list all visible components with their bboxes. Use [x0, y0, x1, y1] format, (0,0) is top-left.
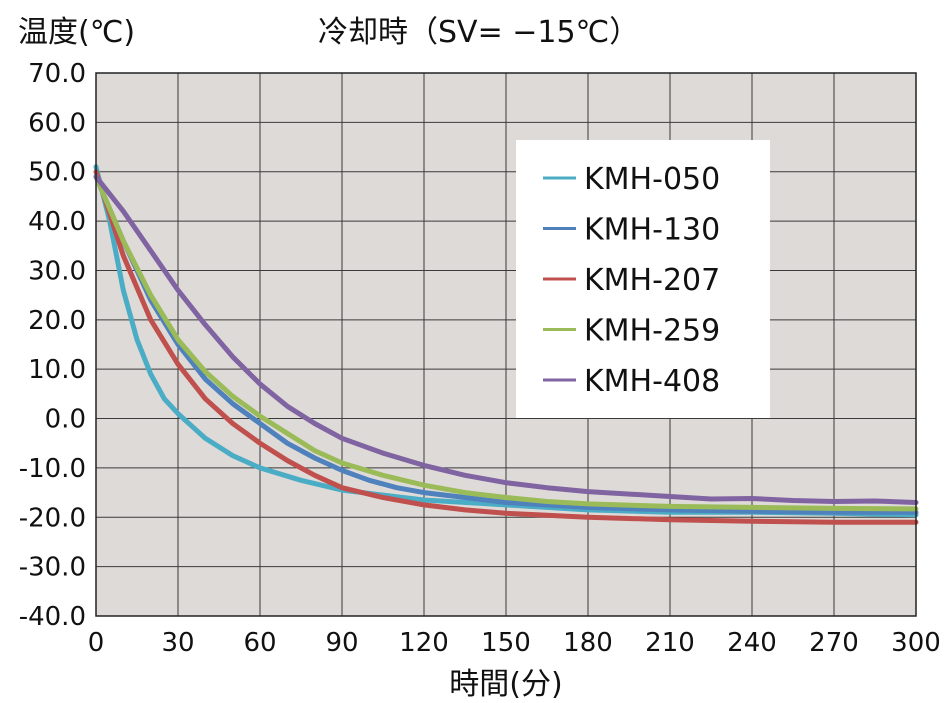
y-tick-label: 30.0: [28, 256, 86, 286]
y-tick-label: 0.0: [45, 405, 86, 435]
x-tick-label: 90: [325, 628, 358, 658]
y-tick-label: -20.0: [19, 503, 86, 533]
y-tick-label: 10.0: [28, 355, 86, 385]
legend-label: KMH-259: [584, 314, 720, 349]
series-line-kmh-259: [93, 174, 919, 512]
series-line-kmh-130: [93, 174, 919, 515]
y-tick-labels: 70.0 60.0 50.0 40.0 30.0 20.0 10.0 0.0 -10.0 -20.…: [19, 59, 86, 632]
x-tick-label: 60: [243, 628, 276, 658]
x-tick-label: 30: [161, 628, 194, 658]
series-line-kmh-207: [93, 169, 919, 525]
legend-label: KMH-050: [584, 162, 720, 197]
x-tick-label: 180: [563, 628, 613, 658]
x-tick-label: 120: [399, 628, 449, 658]
x-tick-label: 300: [891, 628, 941, 658]
y-tick-label: 60.0: [28, 108, 86, 138]
y-tick-label: -30.0: [19, 553, 86, 583]
plot-frame: [95, 72, 917, 617]
x-tick-label: 270: [809, 628, 859, 658]
y-axis-title: 温度(℃): [18, 15, 135, 50]
y-tick-label: 40.0: [28, 207, 86, 237]
series-line-kmh-408: [93, 174, 919, 505]
chart-title: 冷却時（SV= −15℃）: [318, 15, 639, 50]
series-lines: [93, 164, 919, 525]
legend-label: KMH-408: [584, 364, 720, 399]
x-tick-label: 240: [727, 628, 777, 658]
legend-label: KMH-130: [584, 213, 720, 248]
x-tick-label: 0: [88, 628, 105, 658]
y-tick-label: -10.0: [19, 454, 86, 484]
x-tick-label: 150: [481, 628, 531, 658]
y-tick-label: 70.0: [28, 59, 86, 89]
x-axis-title: 時間(分): [449, 667, 562, 702]
x-tick-label: 210: [645, 628, 695, 658]
y-tick-label: 20.0: [28, 306, 86, 336]
legend: KMH-050 KMH-130 KMH-207 KMH-259 KMH-408: [516, 140, 770, 418]
y-tick-label: -40.0: [19, 602, 86, 632]
y-tick-label: 50.0: [28, 158, 86, 188]
legend-label: KMH-207: [584, 263, 720, 298]
x-tick-labels: 0 30 60 90 120 150 180 210 240 270 300: [88, 628, 941, 658]
